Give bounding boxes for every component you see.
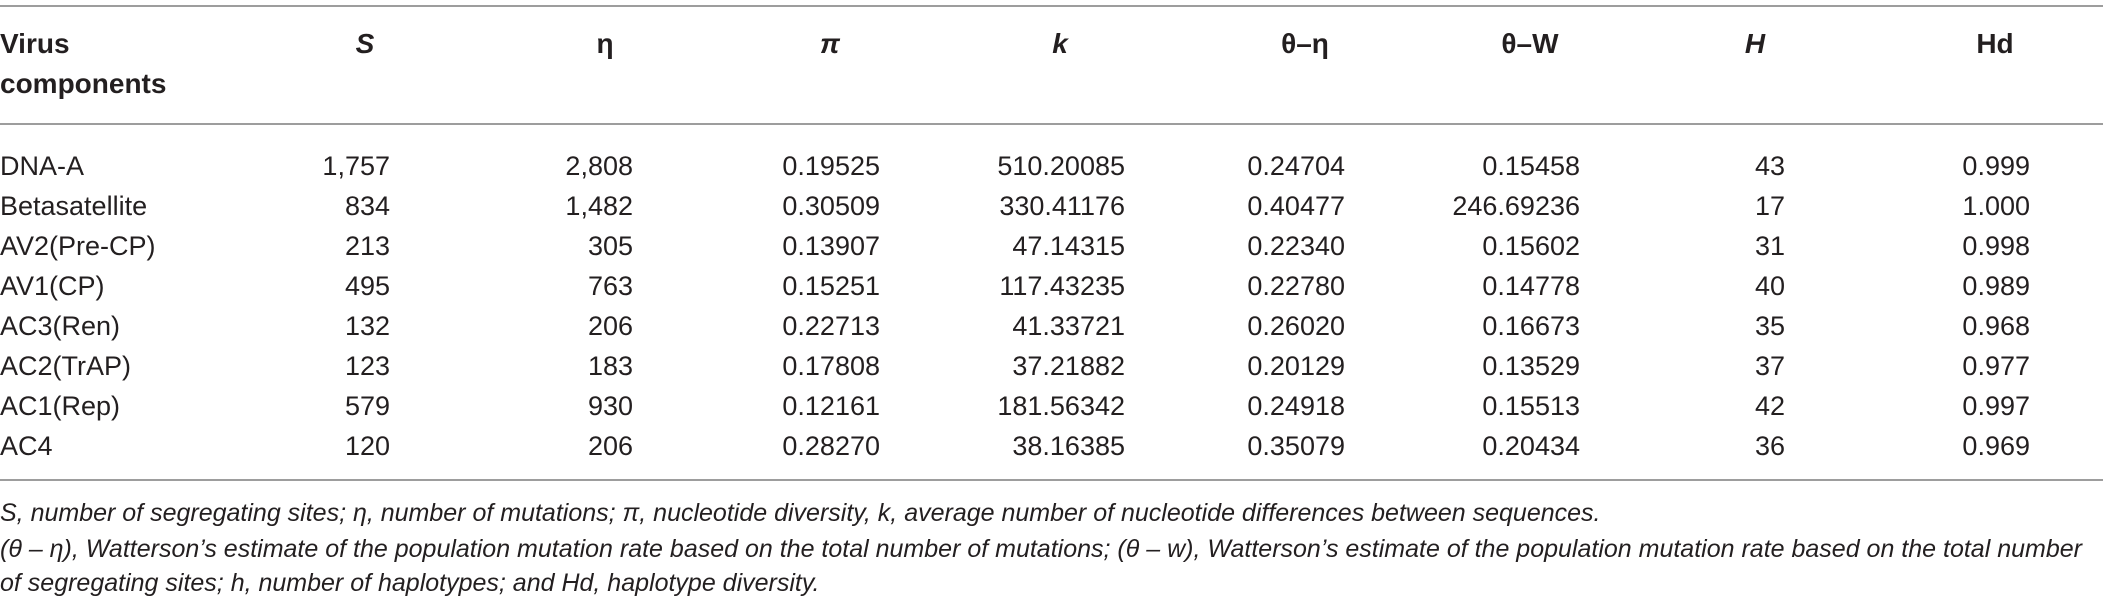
table-row: AV1(CP) 495 763 0.15251 117.43235 0.2278…	[0, 266, 2103, 306]
cell-theta-w: 0.14778	[1482, 271, 1580, 301]
cell-k: 510.20085	[997, 151, 1125, 181]
cell-hd: 0.998	[1962, 231, 2030, 261]
table-row: DNA-A 1,757 2,808 0.19525 510.20085 0.24…	[0, 146, 2103, 186]
table-footnote-2: (θ – η), Watterson’s estimate of the pop…	[0, 535, 2082, 597]
cell-hd: 0.999	[1962, 151, 2030, 181]
header-theta-eta: θ–η	[1281, 28, 1329, 59]
cell-hd: 1.000	[1962, 191, 2030, 221]
cell-k: 181.56342	[997, 391, 1125, 421]
cell-h: 35	[1754, 311, 1785, 341]
cell-theta-w: 0.13529	[1482, 351, 1580, 381]
header-virus-components-line2: components	[0, 68, 167, 99]
cell-k: 47.14315	[1012, 231, 1125, 261]
table-footnote-1: S, number of segregating sites; η, numbe…	[0, 499, 1601, 527]
cell-eta: 2,808	[565, 151, 633, 181]
cell-h: 37	[1754, 351, 1785, 381]
cell-theta-eta: 0.22780	[1247, 271, 1345, 301]
cell-theta-w: 0.16673	[1482, 311, 1580, 341]
header-k: k	[1052, 28, 1068, 59]
cell-theta-w: 0.20434	[1482, 431, 1580, 461]
header-hd: Hd	[1976, 28, 2014, 59]
cell-theta-w: 0.15513	[1482, 391, 1580, 421]
cell-theta-eta: 0.35079	[1247, 431, 1345, 461]
cell-s: 120	[344, 431, 390, 461]
cell-hd: 0.997	[1962, 391, 2030, 421]
cell-eta: 206	[587, 311, 633, 341]
cell-pi: 0.19525	[782, 151, 880, 181]
cell-s: 132	[344, 311, 390, 341]
cell-theta-eta: 0.40477	[1247, 191, 1345, 221]
cell-component: AC4	[0, 431, 53, 461]
header-h: H	[1744, 28, 1766, 59]
cell-h: 40	[1754, 271, 1785, 301]
table-row: AC2(TrAP) 123 183 0.17808 37.21882 0.201…	[0, 346, 2103, 386]
cell-pi: 0.30509	[782, 191, 880, 221]
table-top-rule	[0, 5, 2103, 7]
cell-theta-eta: 0.24918	[1247, 391, 1345, 421]
cell-eta: 1,482	[565, 191, 633, 221]
cell-hd: 0.969	[1962, 431, 2030, 461]
header-eta: η	[596, 28, 614, 59]
cell-pi: 0.17808	[782, 351, 880, 381]
cell-pi: 0.28270	[782, 431, 880, 461]
table-header-rule	[0, 123, 2103, 125]
table-row: AC4 120 206 0.28270 38.16385 0.35079 0.2…	[0, 426, 2103, 466]
cell-component: Betasatellite	[0, 191, 148, 221]
cell-eta: 183	[587, 351, 633, 381]
cell-theta-w: 0.15458	[1482, 151, 1580, 181]
table-row: Betasatellite 834 1,482 0.30509 330.4117…	[0, 186, 2103, 226]
cell-k: 117.43235	[999, 271, 1125, 301]
cell-theta-eta: 0.22340	[1247, 231, 1345, 261]
cell-s: 123	[344, 351, 390, 381]
cell-theta-eta: 0.26020	[1247, 311, 1345, 341]
header-s: S	[355, 28, 375, 59]
cell-h: 43	[1754, 151, 1785, 181]
cell-eta: 930	[587, 391, 633, 421]
table-row: AC3(Ren) 132 206 0.22713 41.33721 0.2602…	[0, 306, 2103, 346]
cell-h: 36	[1754, 431, 1785, 461]
cell-pi: 0.13907	[782, 231, 880, 261]
cell-hd: 0.968	[1962, 311, 2030, 341]
cell-pi: 0.12161	[782, 391, 880, 421]
cell-hd: 0.989	[1962, 271, 2030, 301]
cell-s: 834	[344, 191, 390, 221]
cell-s: 1,757	[322, 151, 390, 181]
header-pi: π	[820, 28, 840, 59]
cell-eta: 763	[587, 271, 633, 301]
cell-s: 495	[344, 271, 390, 301]
cell-pi: 0.22713	[782, 311, 880, 341]
cell-theta-w: 0.15602	[1482, 231, 1580, 261]
cell-component: AV1(CP)	[0, 271, 105, 301]
header-virus-components: Virus	[0, 28, 70, 59]
cell-theta-w: 246.69236	[1452, 191, 1580, 221]
cell-k: 38.16385	[1012, 431, 1125, 461]
cell-eta: 305	[587, 231, 633, 261]
cell-h: 31	[1754, 231, 1785, 261]
cell-eta: 206	[587, 431, 633, 461]
cell-k: 330.41176	[999, 191, 1125, 221]
cell-hd: 0.977	[1962, 351, 2030, 381]
header-theta-w: θ–W	[1501, 28, 1559, 59]
cell-component: AC3(Ren)	[0, 311, 121, 341]
table-header-row: Virus components S η π k θ–η θ–W H Hd	[0, 24, 2103, 114]
cell-component: DNA-A	[0, 151, 85, 181]
cell-component: AC1(Rep)	[0, 391, 121, 421]
cell-s: 213	[344, 231, 390, 261]
cell-k: 41.33721	[1012, 311, 1125, 341]
table-row: AC1(Rep) 579 930 0.12161 181.56342 0.249…	[0, 386, 2103, 426]
cell-component: AC2(TrAP)	[0, 351, 132, 381]
cell-pi: 0.15251	[782, 271, 880, 301]
cell-component: AV2(Pre-CP)	[0, 231, 156, 261]
cell-h: 17	[1754, 191, 1785, 221]
cell-s: 579	[344, 391, 390, 421]
table-row: AV2(Pre-CP) 213 305 0.13907 47.14315 0.2…	[0, 226, 2103, 266]
table-bottom-rule	[0, 479, 2103, 481]
cell-theta-eta: 0.20129	[1247, 351, 1345, 381]
cell-k: 37.21882	[1012, 351, 1125, 381]
cell-theta-eta: 0.24704	[1247, 151, 1345, 181]
cell-h: 42	[1754, 391, 1785, 421]
